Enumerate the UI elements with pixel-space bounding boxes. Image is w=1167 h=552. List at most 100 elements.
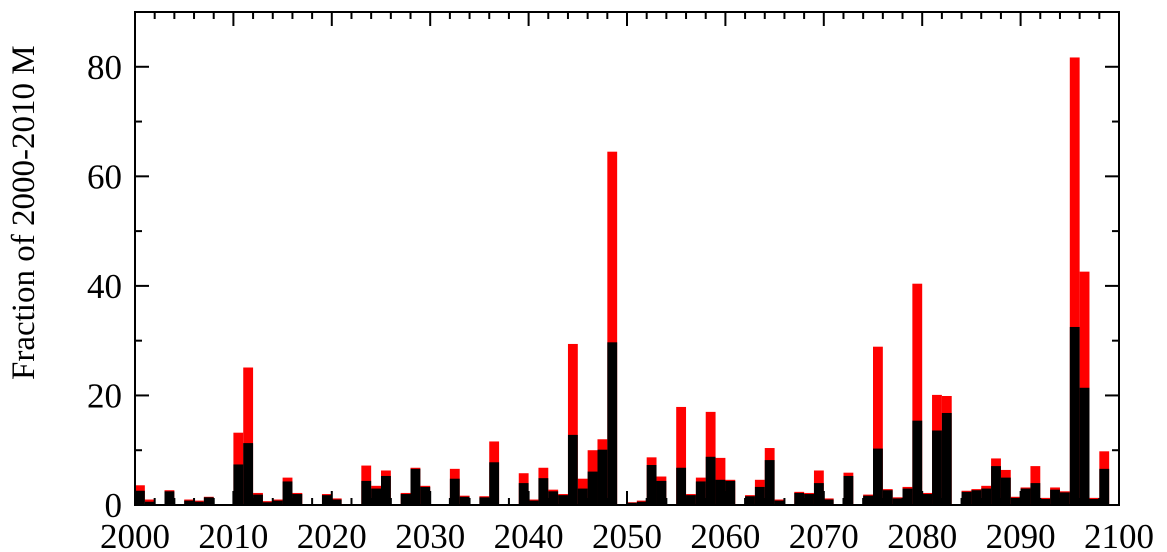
- bar-component-2069: [813, 483, 824, 505]
- bar-component-2046: [587, 471, 598, 505]
- bar-component-2081: [932, 430, 942, 505]
- bar-component-2078: [902, 488, 913, 505]
- y-tick-label: 0: [105, 486, 123, 525]
- bar-component-2082: [941, 412, 952, 505]
- y-tick-label: 60: [87, 157, 122, 196]
- bar-component-2051: [636, 501, 647, 505]
- bar-component-2052: [646, 465, 657, 505]
- bar-component-2072: [843, 475, 854, 505]
- bar-component-2094: [1059, 492, 1070, 505]
- x-tick-label: 2040: [494, 517, 564, 552]
- bar-component-2039: [518, 483, 529, 505]
- bar-component-2079: [912, 420, 923, 505]
- bar-component-2068: [804, 494, 814, 505]
- bar-component-2096: [1079, 387, 1090, 505]
- bar-component-2048: [607, 342, 618, 505]
- bar-component-2093: [1050, 489, 1060, 505]
- bar-component-2077: [892, 498, 903, 505]
- bar-component-2042: [548, 491, 559, 505]
- bar-component-2058: [705, 456, 716, 505]
- bar-component-2090: [1020, 488, 1031, 505]
- bar-component-2025: [381, 475, 391, 505]
- bar-component-2016: [292, 494, 303, 505]
- bar-component-2014: [272, 500, 283, 505]
- bar-component-2040: [528, 500, 539, 505]
- y-tick-label: 80: [87, 48, 122, 87]
- bar-component-2019: [321, 495, 332, 505]
- bar-component-2043: [558, 495, 568, 505]
- bar-component-2092: [1040, 498, 1051, 505]
- bar-component-2015: [282, 481, 293, 505]
- bar-component-2001: [144, 501, 155, 505]
- bar-component-2012: [253, 494, 263, 505]
- bar-component-2050: [627, 502, 637, 505]
- y-axis-label: Fraction of 2000-2010 M: [6, 45, 42, 380]
- bar-total-2075: [873, 346, 883, 505]
- bar-component-2074: [863, 495, 873, 505]
- x-tick-label: 2060: [690, 517, 760, 552]
- bar-component-2059: [715, 479, 726, 505]
- bar-component-2023: [361, 480, 372, 505]
- axes: [134, 11, 1120, 506]
- bar-total-2095: [1069, 57, 1080, 506]
- y-tick-label: 20: [87, 376, 122, 415]
- bar-total-2044: [567, 343, 578, 505]
- bar-total-2011: [243, 367, 254, 505]
- bar-component-2011: [243, 443, 254, 505]
- x-tick-label: 2020: [297, 517, 367, 552]
- bar-component-2085: [971, 490, 982, 505]
- bar-component-2041: [538, 478, 549, 505]
- bar-component-2065: [774, 500, 785, 505]
- bar-component-2047: [597, 449, 608, 505]
- bar-component-2044: [567, 434, 578, 505]
- bar-component-2063: [754, 486, 765, 505]
- x-tick-label: 2070: [789, 517, 859, 552]
- plot-frame: [134, 11, 1120, 506]
- bar-component-2088: [1000, 477, 1011, 505]
- bar-component-2035: [479, 497, 490, 505]
- bar-component-2080: [922, 494, 933, 505]
- bar-component-2070: [823, 499, 834, 505]
- bar-component-2057: [695, 481, 706, 505]
- bar-component-2028: [410, 468, 421, 505]
- bar-component-2045: [577, 488, 588, 505]
- bar-component-2089: [1010, 497, 1021, 505]
- x-tick-label: 2090: [986, 517, 1056, 552]
- bar-component-2097: [1089, 498, 1100, 505]
- bar-component-2064: [764, 460, 775, 505]
- tick-labels: 2000 2010 2020 2030 2040 2050 2060 2070 2080 2090…: [87, 48, 1154, 552]
- bar-component-2091: [1030, 483, 1041, 505]
- bar-component-2062: [745, 496, 755, 505]
- bar-component-2076: [882, 490, 893, 505]
- bar-component-2027: [400, 494, 411, 505]
- bar-component-2067: [794, 492, 805, 505]
- bar-component-2084: [961, 491, 972, 505]
- bar-component-2087: [991, 466, 1001, 505]
- bar-component-2010: [233, 464, 244, 505]
- bar-component-2060: [725, 480, 736, 505]
- bars: [135, 57, 1110, 506]
- bar-component-2006: [194, 501, 204, 505]
- bar-component-2007: [203, 497, 214, 505]
- bar-component-2098: [1099, 468, 1110, 505]
- bar-total-2079: [912, 283, 923, 505]
- bar-component-2029: [420, 486, 431, 505]
- bar-component-2032: [449, 478, 460, 505]
- bar-total-2055: [676, 406, 687, 505]
- bar-component-2005: [184, 500, 195, 505]
- bar-component-2056: [686, 495, 696, 505]
- x-tick-label: 2000: [100, 517, 170, 552]
- bar-component-2053: [656, 480, 667, 505]
- bar-total-2048: [607, 151, 618, 505]
- bar-component-2003: [164, 491, 175, 505]
- y-tick-label: 40: [87, 267, 122, 306]
- bar-component-2036: [489, 462, 500, 505]
- x-tick-label: 2100: [1084, 517, 1154, 552]
- bar-component-2055: [676, 467, 687, 505]
- bar-component-2033: [459, 496, 470, 505]
- x-tick-label: 2010: [198, 517, 268, 552]
- bar-component-2020: [331, 499, 342, 505]
- bar-component-2095: [1069, 326, 1080, 505]
- bar-component-2013: [262, 502, 273, 505]
